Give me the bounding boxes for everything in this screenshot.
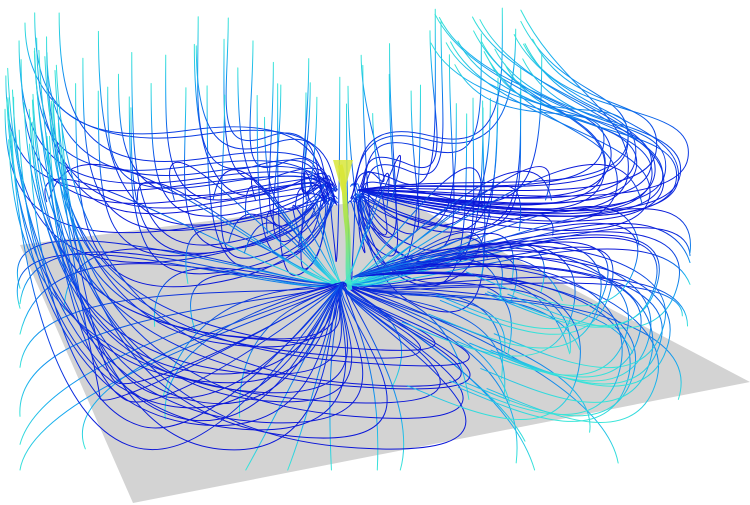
streamline <box>352 241 609 329</box>
streamline <box>137 181 344 285</box>
streamline <box>58 12 336 198</box>
streamline <box>19 263 344 335</box>
streamline <box>185 229 344 285</box>
streamline <box>302 82 336 195</box>
streamline <box>55 64 462 387</box>
streamline <box>300 58 331 201</box>
streamline <box>50 100 353 403</box>
streamline <box>354 100 486 313</box>
streamline <box>162 281 344 397</box>
streamline <box>81 281 344 450</box>
streamline <box>357 48 681 212</box>
streamline <box>357 51 618 224</box>
streamline <box>249 40 326 203</box>
streamline <box>52 99 464 419</box>
streamline <box>44 56 344 348</box>
streamline <box>357 63 677 217</box>
streamline-group <box>4 7 691 471</box>
streamline <box>31 121 344 341</box>
core-vortex-top <box>333 160 353 196</box>
streamline <box>45 132 344 422</box>
streamline <box>350 73 399 257</box>
streamline <box>34 12 330 195</box>
streamline <box>164 281 344 420</box>
streamline <box>6 98 344 384</box>
streamline <box>359 53 543 203</box>
streamline <box>359 67 522 230</box>
streamline <box>357 64 605 191</box>
streamline <box>360 33 482 188</box>
streamline <box>32 93 471 390</box>
streamline <box>353 7 503 186</box>
streamline <box>195 45 329 189</box>
streamline <box>352 271 631 422</box>
streamline <box>19 281 344 471</box>
streamline <box>352 272 581 420</box>
streamline <box>24 22 337 188</box>
streamline <box>300 92 332 270</box>
streamline <box>352 263 623 415</box>
streamline <box>20 59 337 204</box>
streamline <box>97 90 335 257</box>
streamline <box>61 147 421 359</box>
streamline <box>349 43 397 238</box>
streamline <box>52 103 436 351</box>
streamline <box>342 276 689 327</box>
streamline <box>8 139 441 404</box>
streamline <box>342 200 491 284</box>
streamline <box>225 17 325 202</box>
streamline <box>18 129 344 409</box>
streamline <box>38 49 344 451</box>
streamline <box>359 54 455 251</box>
streamline <box>357 20 629 191</box>
streamline <box>36 37 331 209</box>
streamline <box>352 234 660 327</box>
streamline <box>352 273 637 417</box>
streamline <box>352 222 639 307</box>
streamline <box>154 267 344 327</box>
streamline <box>266 210 344 284</box>
streamline <box>357 41 664 217</box>
streamline <box>342 281 571 353</box>
streamline <box>19 281 344 368</box>
streamline <box>352 255 654 403</box>
streamline <box>342 281 518 464</box>
streamline <box>7 97 344 427</box>
streamline <box>220 94 327 259</box>
streamline <box>357 42 637 205</box>
streamline <box>352 246 614 335</box>
streamline <box>294 188 344 285</box>
streamline <box>82 57 337 231</box>
streamline <box>31 99 344 375</box>
streamline <box>11 89 347 431</box>
streamline <box>197 16 326 200</box>
streamline <box>28 108 349 394</box>
streamline <box>49 135 344 405</box>
streamline <box>357 43 637 199</box>
streamline <box>272 84 330 242</box>
streamline <box>34 53 344 399</box>
streamline <box>352 263 663 385</box>
streamline <box>342 281 512 357</box>
streamline <box>342 208 691 284</box>
streamline <box>342 281 526 442</box>
streamline <box>48 163 344 285</box>
streamline <box>342 163 643 284</box>
streamline <box>342 166 551 284</box>
streamline <box>54 70 344 385</box>
streamline <box>298 96 326 247</box>
streamline <box>212 169 344 284</box>
streamline <box>359 30 438 188</box>
streamline <box>11 131 344 451</box>
streamline <box>357 38 658 192</box>
streamline <box>19 251 344 305</box>
streamline <box>352 240 602 349</box>
streamline <box>46 52 338 206</box>
streamline <box>357 42 652 204</box>
